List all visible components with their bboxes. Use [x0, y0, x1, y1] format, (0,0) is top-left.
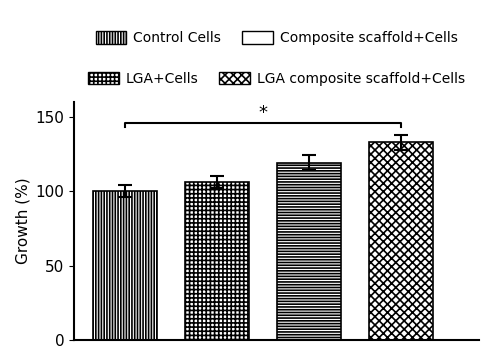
Text: *: * — [258, 104, 267, 122]
Bar — [93, 191, 157, 340]
Y-axis label: Growth (%): Growth (%) — [15, 178, 30, 264]
Bar — [185, 182, 249, 340]
Bar — [277, 163, 341, 340]
Bar — [369, 142, 433, 340]
Legend: LGA+Cells, LGA composite scaffold+Cells: LGA+Cells, LGA composite scaffold+Cells — [83, 66, 471, 91]
